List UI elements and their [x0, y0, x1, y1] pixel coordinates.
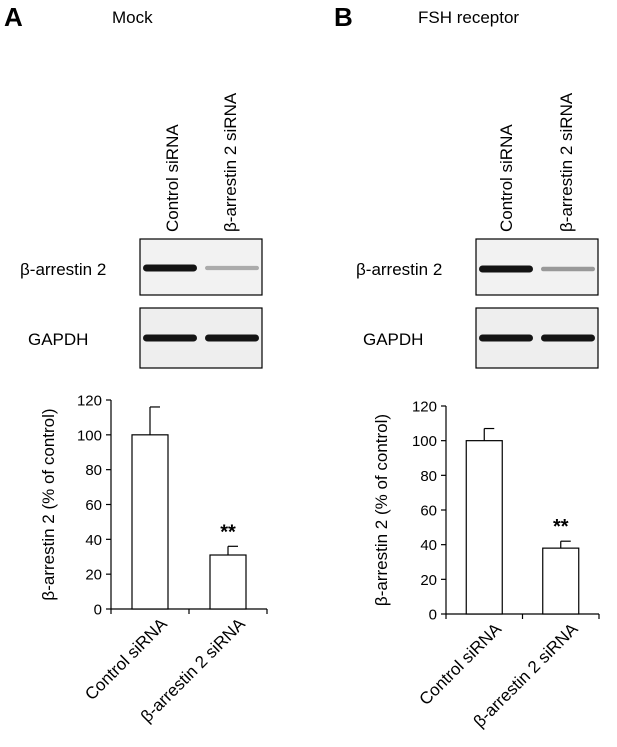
- panel-a-category-label-1: Control siRNA: [81, 614, 171, 704]
- panel-b-y-tick-label: 120: [412, 399, 437, 416]
- panel-b-y-tick-label: 20: [420, 572, 437, 589]
- panel-a-bar-chart: 0 20 40 60 80 100 120 Control siRNA ** β-arrestin…: [39, 393, 268, 726]
- panel-a-y-tick-label: 0: [94, 602, 102, 619]
- panel-a-y-tick-label: 40: [85, 532, 102, 549]
- panel-b-lane-label-knockdown: β-arrestin 2 siRNA: [557, 92, 576, 232]
- panel-a-blot-label-gapdh: GAPDH: [28, 330, 88, 349]
- panel-b-y-tick-label: 80: [420, 468, 437, 485]
- panel-a-significance-2: **: [220, 521, 236, 543]
- panel-b-blot-arrestin: [475, 238, 599, 296]
- panel-b: B FSH receptor Control siRNA β-arrestin …: [334, 2, 600, 731]
- panel-b-bar-1: [465, 440, 503, 615]
- panel-a-title: Mock: [112, 8, 153, 27]
- panel-b-y-tick-label: 60: [420, 503, 437, 520]
- panel-a-y-axis-label: β-arrestin 2 (% of control): [39, 408, 58, 600]
- panel-b-arrestin-band-2: [541, 266, 595, 272]
- panel-a-letter: A: [4, 2, 23, 32]
- panel-b-title: FSH receptor: [418, 8, 519, 27]
- panel-b-blot-label-gapdh: GAPDH: [363, 330, 423, 349]
- panel-a-blot-label-arrestin: β-arrestin 2: [20, 260, 106, 279]
- panel-a-y-tick-label: 20: [85, 567, 102, 584]
- panel-b-gapdh-band-2: [541, 334, 595, 342]
- panel-a-arrestin-band-2: [205, 265, 259, 271]
- panel-b-y-tick-label: 0: [429, 607, 437, 624]
- panel-a-y-tick-label: 120: [77, 393, 102, 410]
- panel-a-y-tick-label: 60: [85, 497, 102, 514]
- panel-b-y-axis-label: β-arrestin 2 (% of control): [372, 414, 391, 606]
- panel-a-blot-arrestin: [139, 238, 263, 296]
- panel-b-significance-2: **: [553, 516, 569, 538]
- panel-b-letter: B: [334, 2, 353, 32]
- panel-a-bar-2: [209, 554, 247, 610]
- panel-b-blot-gapdh: [475, 307, 599, 369]
- panel-a-y-tick-label: 80: [85, 462, 102, 479]
- panel-a-arrestin-band-1: [143, 264, 197, 272]
- panel-b-bar-2: [542, 547, 580, 615]
- panel-b-lane-label-control: Control siRNA: [497, 124, 516, 232]
- panel-a: A Mock Control siRNA β-arrestin 2 siRNA …: [4, 2, 268, 726]
- panel-a-gapdh-band-1: [143, 334, 197, 342]
- panel-a-bar-1: [131, 434, 169, 610]
- panel-a-y-tick-label: 100: [77, 427, 102, 444]
- panel-b-arrestin-band-1: [479, 265, 533, 273]
- panel-b-y-tick-label: 100: [412, 433, 437, 450]
- panel-b-y-tick-label: 40: [420, 537, 437, 554]
- panel-b-gapdh-band-1: [479, 334, 533, 342]
- panel-a-lane-label-control: Control siRNA: [163, 124, 182, 232]
- panel-b-blot-label-arrestin: β-arrestin 2: [356, 260, 442, 279]
- panel-a-blot-gapdh: [139, 307, 263, 369]
- panel-a-lane-label-knockdown: β-arrestin 2 siRNA: [221, 92, 240, 232]
- panel-a-gapdh-band-2: [205, 334, 259, 342]
